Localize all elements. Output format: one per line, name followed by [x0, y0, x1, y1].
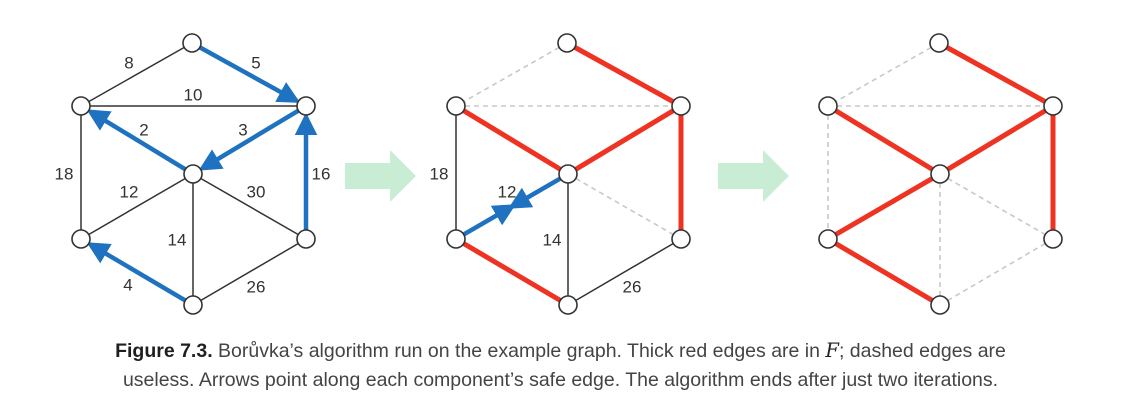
node-lr — [1043, 229, 1063, 249]
weight-label-ul-c: 2 — [139, 120, 148, 139]
weight-label-c-lr: 30 — [247, 182, 266, 201]
edge-c-ll — [826, 171, 942, 242]
stage-transition-arrow-1 — [345, 150, 416, 202]
weight-label-c-bot: 14 — [543, 230, 562, 249]
weight-label-ul-ll: 18 — [55, 164, 74, 183]
node-ll — [71, 229, 91, 249]
graph-iteration-1: 18 14 26 12 — [430, 33, 691, 315]
edge-ll-bot — [454, 236, 570, 308]
node-bot — [183, 295, 203, 315]
edge-c-ll-arrow-b — [462, 204, 516, 237]
weight-label-lr-bot: 26 — [623, 277, 642, 296]
caption-text-1a: Borůvka’s algorithm run on the example g… — [212, 340, 826, 362]
caption-line-2: useless. Arrows point along each compone… — [122, 369, 999, 391]
edge-top-ul — [80, 42, 193, 107]
boruvka-figure: 8 10 18 12 30 14 26 5 2 3 16 4 18 14 26 12 — [55, 33, 1063, 315]
weight-label-c-bot: 14 — [168, 230, 187, 249]
stage-transition-arrow-2 — [718, 150, 789, 202]
weight-label-top-ul: 8 — [124, 53, 133, 72]
edge-c-ur — [938, 103, 1055, 177]
edge-top-ur — [937, 40, 1055, 109]
caption-text-1b: ; dashed edges are — [838, 340, 1006, 362]
graph-iteration-0: 8 10 18 12 30 14 26 5 2 3 16 4 — [55, 33, 331, 315]
node-ul — [818, 96, 838, 116]
node-c — [183, 164, 203, 184]
edge-ul-c — [826, 103, 942, 177]
figure-caption: Figure 7.3. Borůvka’s algorithm run on t… — [0, 336, 1121, 395]
edge-c-lr — [567, 173, 682, 240]
edge-lr-bot — [192, 238, 307, 306]
edge-c-ur-arrow — [198, 108, 300, 171]
edge-ul-c — [454, 103, 570, 177]
edge-c-lr — [939, 173, 1054, 240]
node-ll — [818, 229, 838, 249]
figure-label: Figure 7.3. — [115, 340, 213, 362]
edge-top-ur — [565, 40, 683, 109]
node-ur — [296, 96, 316, 116]
math-symbol-F: F — [825, 339, 839, 362]
weight-label-ur-lr: 16 — [312, 164, 331, 183]
node-lr — [296, 229, 316, 249]
edge-ll-bot — [826, 236, 942, 308]
node-top — [182, 33, 202, 53]
edge-top-ur-arrow — [198, 45, 301, 103]
node-c — [930, 164, 950, 184]
weight-label-c-ur: 3 — [238, 120, 247, 139]
edge-c-ur — [566, 103, 683, 177]
edge-c-ll — [80, 173, 194, 240]
node-top — [929, 33, 949, 53]
edge-c-lr — [192, 173, 307, 240]
weight-label-ul-ll: 18 — [430, 164, 449, 183]
weight-label-top-ur: 5 — [251, 53, 260, 72]
edge-lr-bot — [567, 238, 682, 306]
graph-iteration-2 — [818, 33, 1063, 315]
weight-label-ll-bot: 4 — [123, 275, 132, 294]
node-ur — [671, 96, 691, 116]
weight-label-ul-ur: 10 — [184, 85, 203, 104]
edge-top-ul — [827, 42, 940, 107]
node-ur — [1043, 96, 1063, 116]
node-ll — [446, 229, 466, 249]
weight-label-c-ll: 12 — [498, 182, 517, 201]
edge-ll-bot-arrow — [86, 242, 187, 303]
caption-line-1: Figure 7.3. Borůvka’s algorithm run on t… — [0, 336, 1121, 366]
weight-label-c-ll: 12 — [120, 182, 139, 201]
node-top — [557, 33, 577, 53]
node-lr — [671, 229, 691, 249]
node-bot — [930, 295, 950, 315]
edge-top-ul — [455, 42, 568, 107]
weight-label-lr-bot: 26 — [247, 277, 266, 296]
edge-ul-c-arrow — [86, 109, 187, 172]
edge-lr-bot — [939, 238, 1054, 306]
node-ul — [71, 96, 91, 116]
edge-c-ll-arrow-a — [508, 176, 562, 209]
node-ul — [446, 96, 466, 116]
node-bot — [558, 295, 578, 315]
node-c — [558, 164, 578, 184]
